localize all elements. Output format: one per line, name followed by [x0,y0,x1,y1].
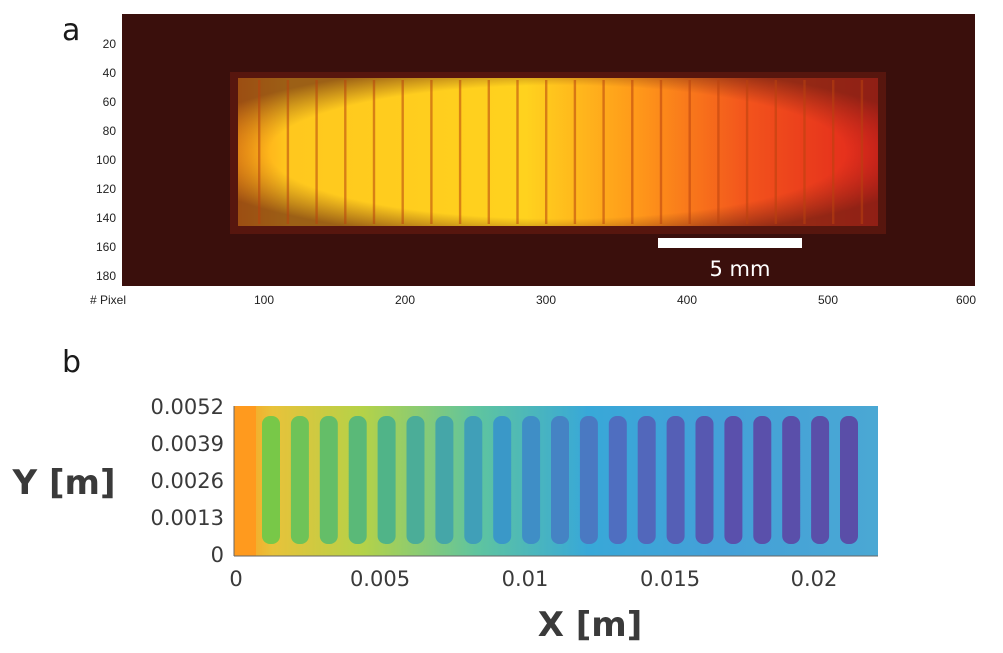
panel-b-label: b [62,345,81,380]
panel-a-x-tick: 600 [956,293,976,307]
panel-a-x-tick: 400 [677,293,697,307]
panel-b-x-tick: 0.01 [502,567,549,591]
panel-b-channel [435,416,454,544]
panel-a-channel-line [688,80,691,224]
panel-a-channel-line [717,80,720,224]
panel-b-x-tick: 0.02 [791,567,838,591]
panel-a-y-tick: 100 [96,153,116,167]
panel-b-channel [811,416,830,544]
panel-a-channel-line [602,80,605,224]
panel-a-y-tick: 180 [96,269,116,283]
panel-a-image: 5 mm [122,14,975,286]
panel-b-inlet-region [234,406,256,556]
panel-b-y-axis-title: Y [m] [12,463,116,503]
panel-b-channel [724,416,743,544]
panel-b-y-tick: 0 [211,543,224,567]
panel-b-channel [753,416,772,544]
panel-b-channel [608,416,627,544]
panel-b-y-tick: 0.0039 [151,432,224,456]
panel-a-y-tick: 160 [96,240,116,254]
panel-b-channel [522,416,541,544]
panel-a-x-tick: 100 [254,293,274,307]
panel-b-y-ticks: 0.0052 0.0039 0.0026 0.0013 0 [151,395,224,567]
panel-b-channel [406,416,425,544]
panel-b-channel [551,416,569,544]
panel-b-channel [666,416,685,544]
panel-b-channel [579,416,598,544]
panel-a-channel-line [487,80,490,224]
panel-a-x-tick: 300 [536,293,556,307]
panel-b-channel [782,416,801,544]
panel-a-channel-line [745,80,749,224]
panel-a-y-tick: 60 [103,95,117,109]
panel-a-channel-line [631,80,634,224]
panel-a-channel-line [372,80,376,224]
panel-b-x-ticks: 0 0.005 0.01 0.015 0.02 [229,567,837,591]
panel-b-y-tick: 0.0013 [151,506,224,530]
panel-b-channel [377,416,396,544]
panel-b-x-tick: 0 [229,567,242,591]
panel-a-y-ticks: 20 40 60 80 100 120 140 160 180 [96,37,116,283]
panel-a-channel-line [315,80,318,224]
panel-b-channel [464,416,483,544]
panel-a-channel-line [458,80,462,224]
panel-a-channel-line [430,80,433,224]
panel-a-y-tick: 120 [96,182,116,196]
panel-b-channel [348,416,367,544]
panel-b-channel [493,416,512,544]
scale-bar-label: 5 mm [710,257,771,281]
panel-a-y-tick: 40 [103,66,117,80]
panel-a-label: a [62,13,80,48]
scale-bar [658,238,802,248]
panel-b-channel [637,416,656,544]
panel-a-channel-line [286,80,290,224]
panel-a-x-axis-label: # Pixel [90,293,126,307]
panel-a-channel-line [516,80,519,224]
panel-a-channel-line [401,80,404,224]
panel-b-channel [840,416,858,544]
panel-a-channel-line [832,80,835,224]
panel-a-channel-line [659,80,663,224]
panel-a-channel-line [545,80,548,224]
panel-b-y-tick: 0.0052 [151,395,224,419]
panel-b-channel [290,416,309,544]
panel-a-edge-glow [238,78,878,226]
panel-a-x-ticks: 100 200 300 400 500 600 [254,293,976,307]
panel-b-y-tick: 0.0026 [151,469,224,493]
panel-a-y-tick: 20 [103,37,117,51]
panel-a-channel-line [803,80,806,224]
panel-b-x-tick: 0.005 [350,567,410,591]
panel-a-channel-line [344,80,347,224]
panel-b-x-tick: 0.015 [640,567,700,591]
panel-a-channel-line [573,80,577,224]
panel-a-channel-line [774,80,777,224]
panel-a-y-tick: 80 [103,124,117,138]
panel-a-x-tick: 500 [818,293,838,307]
panel-b-x-axis-title: X [m] [538,605,643,645]
panel-a-y-tick: 140 [96,211,116,225]
panel-b-channel [262,416,280,544]
panel-b-channels [262,416,858,544]
panel-b-channel [695,416,714,544]
panel-a-x-tick: 200 [395,293,415,307]
panel-b-channel [319,416,338,544]
panel-a-channel-line [258,80,261,224]
panel-a-channel-lines [258,80,864,224]
panel-a-channel-line [860,80,864,224]
panel-b-plot [233,406,878,557]
